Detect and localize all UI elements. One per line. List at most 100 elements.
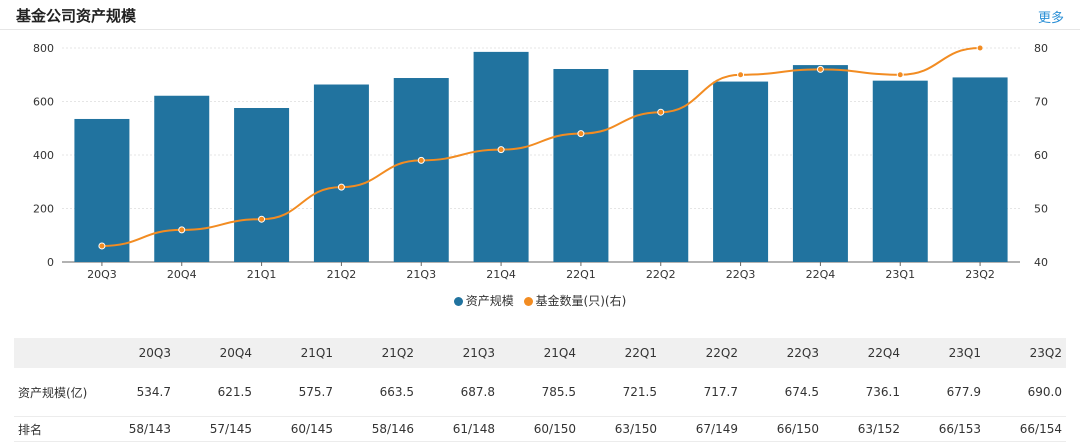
x-tick-label: 22Q3 — [726, 268, 756, 281]
table-col-header: 20Q4 — [175, 338, 256, 368]
table-cell: 66/153 — [904, 416, 985, 442]
y-right-tick-label: 40 — [1034, 256, 1048, 269]
x-tick-label: 22Q1 — [566, 268, 596, 281]
x-tick-label: 21Q4 — [486, 268, 516, 281]
panel-title: 基金公司资产规模 — [16, 7, 137, 25]
bar-21Q1 — [234, 108, 290, 263]
table-cell: 60/150 — [499, 416, 580, 442]
table-col-header: 20Q3 — [94, 338, 175, 368]
legend-item-fund-count[interactable]: 基金数量(只)(右) — [523, 292, 627, 309]
table-cell: 60/145 — [256, 416, 337, 442]
legend-label-asset: 资产规模 — [465, 294, 514, 308]
table-cell: 67/149 — [661, 416, 742, 442]
table-cell: 534.7 — [94, 368, 175, 417]
x-tick-label: 22Q2 — [646, 268, 676, 281]
bar-20Q4 — [154, 95, 210, 262]
table-cell: 66/154 — [985, 416, 1066, 442]
x-tick-label: 20Q3 — [87, 268, 117, 281]
bar-22Q3 — [713, 81, 769, 262]
y-left-tick-label: 400 — [33, 149, 54, 162]
table-cell: 736.1 — [823, 368, 904, 417]
table-cell: 57/145 — [175, 416, 256, 442]
table-cell: 66/150 — [742, 416, 823, 442]
y-right-tick-label: 50 — [1034, 203, 1048, 216]
table-row: 排名 58/143 57/145 60/145 58/146 61/148 60/150 63… — [14, 416, 1066, 442]
x-tick-label: 21Q3 — [406, 268, 436, 281]
legend-item-asset[interactable]: 资产规模 — [453, 292, 514, 309]
y-left-tick-label: 0 — [47, 256, 54, 269]
table-col-header: 22Q1 — [580, 338, 661, 368]
table-cell: 690.0 — [985, 368, 1066, 417]
y-right-tick-label: 70 — [1034, 96, 1048, 109]
table-cell: 61/148 — [418, 416, 499, 442]
table-col-header: 21Q4 — [499, 338, 580, 368]
fund-count-point-22Q3 — [737, 71, 745, 79]
table-col-header: 23Q2 — [985, 338, 1066, 368]
table-col-header: 22Q4 — [823, 338, 904, 368]
table-col-header: 22Q3 — [742, 338, 823, 368]
fund-count-point-20Q3 — [98, 242, 106, 250]
table-col-header: 23Q1 — [904, 338, 985, 368]
table-col-header: 22Q2 — [661, 338, 742, 368]
bar-21Q4 — [473, 51, 529, 262]
panel-header: 基金公司资产规模 更多 — [0, 0, 1080, 30]
fund-count-point-21Q1 — [258, 215, 266, 223]
table-cell: 63/150 — [580, 416, 661, 442]
table-cell: 63/152 — [823, 416, 904, 442]
fund-count-point-21Q2 — [337, 183, 345, 191]
x-tick-label: 22Q4 — [806, 268, 836, 281]
table-cell: 621.5 — [175, 368, 256, 417]
fund-count-point-20Q4 — [178, 226, 186, 234]
table-header-row: 20Q3 20Q4 21Q1 21Q2 21Q3 21Q4 22Q1 22Q2 22Q3 22Q4… — [14, 338, 1066, 368]
table-cell: 575.7 — [256, 368, 337, 417]
fund-count-point-23Q1 — [896, 71, 904, 79]
fund-count-line — [101, 47, 981, 247]
asset-scale-chart: 0 200 400 600 800 40 50 60 70 80 20Q3 20Q4 21Q1 21Q2 2… — [33, 42, 1048, 281]
row-label: 排名 — [14, 416, 94, 442]
chart-legend: 资产规模 基金数量(只)(右) — [0, 292, 1080, 312]
table-col-header: 21Q2 — [337, 338, 418, 368]
legend-dot-fund-count — [523, 297, 533, 306]
bar-23Q2 — [952, 77, 1008, 262]
bar-20Q3 — [74, 118, 130, 263]
bar-22Q1 — [553, 68, 609, 262]
bar-22Q4 — [792, 65, 848, 262]
table-row: 资产规模(亿) 534.7 621.5 575.7 663.5 687.8 785.5 721… — [14, 368, 1066, 417]
bar-23Q1 — [872, 80, 928, 263]
table-cell: 721.5 — [580, 368, 661, 417]
table-cell: 677.9 — [904, 368, 985, 417]
fund-count-point-23Q2 — [976, 44, 984, 52]
x-tick-label: 20Q4 — [167, 268, 197, 281]
x-tick-label: 23Q1 — [885, 268, 915, 281]
bar-21Q3 — [393, 78, 449, 262]
table-corner-cell — [14, 338, 94, 368]
table-cell: 58/146 — [337, 416, 418, 442]
y-right-tick-label: 80 — [1034, 42, 1048, 55]
legend-dot-asset — [453, 297, 463, 306]
y-left-tick-label: 800 — [33, 42, 54, 55]
table-col-header: 21Q1 — [256, 338, 337, 368]
data-table: 20Q3 20Q4 21Q1 21Q2 21Q3 21Q4 22Q1 22Q2 22Q3 22Q4… — [14, 338, 1066, 442]
bar-22Q2 — [633, 70, 689, 262]
table-cell: 785.5 — [499, 368, 580, 417]
row-label: 资产规模(亿) — [14, 368, 94, 417]
fund-count-point-22Q2 — [657, 108, 665, 116]
table-cell: 58/143 — [94, 416, 175, 442]
table-cell: 674.5 — [742, 368, 823, 417]
x-tick-label: 21Q1 — [247, 268, 277, 281]
fund-count-point-21Q4 — [497, 146, 505, 154]
x-tick-label: 23Q2 — [965, 268, 995, 281]
more-link[interactable]: 更多 — [1037, 11, 1064, 26]
fund-count-point-22Q4 — [816, 65, 824, 73]
x-tick-label: 21Q2 — [327, 268, 357, 281]
table-cell: 687.8 — [418, 368, 499, 417]
fund-count-point-21Q3 — [417, 156, 425, 164]
y-left-tick-label: 600 — [33, 96, 54, 109]
legend-label-fund-count: 基金数量(只)(右) — [535, 294, 627, 308]
table-cell: 663.5 — [337, 368, 418, 417]
y-left-tick-label: 200 — [33, 203, 54, 216]
table-col-header: 21Q3 — [418, 338, 499, 368]
table-cell: 717.7 — [661, 368, 742, 417]
y-right-tick-label: 60 — [1034, 149, 1048, 162]
bar-21Q2 — [313, 84, 369, 262]
